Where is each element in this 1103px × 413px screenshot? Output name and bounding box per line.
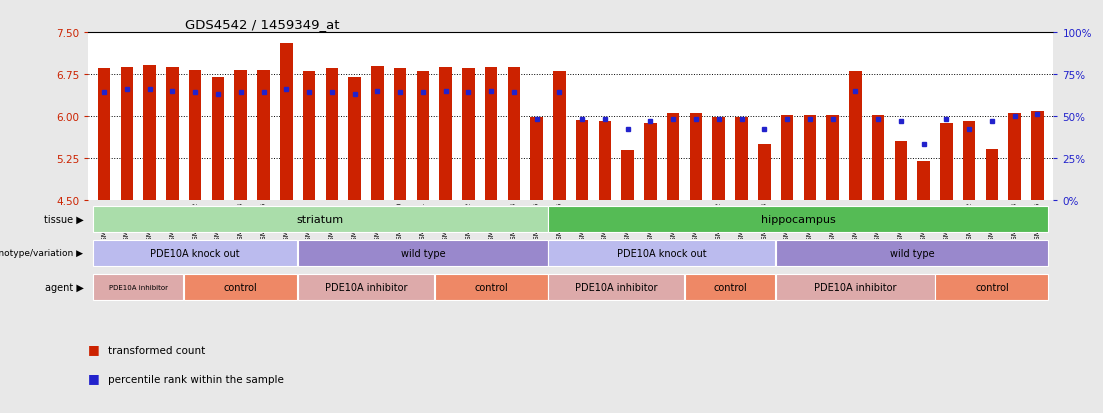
- Bar: [439, 68, 452, 200]
- FancyBboxPatch shape: [548, 274, 684, 300]
- FancyBboxPatch shape: [935, 274, 1048, 300]
- FancyBboxPatch shape: [777, 274, 934, 300]
- FancyBboxPatch shape: [777, 240, 1048, 266]
- Bar: [325, 69, 338, 200]
- Bar: [736, 118, 748, 200]
- Text: tissue ▶: tissue ▶: [44, 215, 84, 225]
- Text: GDS4542 / 1459349_at: GDS4542 / 1459349_at: [185, 17, 340, 31]
- Text: transformed count: transformed count: [108, 345, 205, 355]
- Bar: [120, 68, 133, 200]
- Bar: [826, 116, 838, 200]
- Text: PDE10A inhibitor: PDE10A inhibitor: [324, 282, 407, 292]
- Text: control: control: [714, 282, 747, 292]
- Bar: [280, 44, 292, 200]
- Bar: [257, 71, 270, 200]
- Bar: [804, 116, 816, 200]
- FancyBboxPatch shape: [94, 274, 183, 300]
- FancyBboxPatch shape: [548, 206, 1048, 233]
- Bar: [963, 122, 975, 200]
- Bar: [485, 68, 497, 200]
- Bar: [1031, 112, 1043, 200]
- Bar: [667, 114, 679, 200]
- Bar: [371, 66, 384, 200]
- Bar: [394, 69, 406, 200]
- Bar: [235, 71, 247, 200]
- Bar: [576, 121, 588, 200]
- FancyBboxPatch shape: [435, 274, 547, 300]
- Bar: [781, 116, 793, 200]
- FancyBboxPatch shape: [298, 274, 433, 300]
- Text: genotype/variation ▶: genotype/variation ▶: [0, 249, 84, 258]
- Bar: [644, 123, 656, 200]
- Text: wild type: wild type: [400, 248, 446, 259]
- FancyBboxPatch shape: [184, 274, 297, 300]
- FancyBboxPatch shape: [685, 274, 775, 300]
- Text: wild type: wild type: [890, 248, 934, 259]
- Bar: [554, 72, 566, 200]
- Bar: [531, 118, 543, 200]
- Bar: [689, 114, 703, 200]
- Bar: [507, 68, 521, 200]
- FancyBboxPatch shape: [94, 206, 547, 233]
- Bar: [212, 78, 224, 200]
- Text: hippocampus: hippocampus: [761, 215, 836, 225]
- Bar: [940, 123, 953, 200]
- Bar: [417, 72, 429, 200]
- Bar: [143, 65, 156, 200]
- Bar: [986, 150, 998, 200]
- Bar: [98, 69, 110, 200]
- Bar: [303, 72, 315, 200]
- Text: control: control: [224, 282, 258, 292]
- Bar: [1008, 114, 1021, 200]
- Bar: [621, 151, 634, 200]
- Bar: [599, 122, 611, 200]
- Text: PDE10A inhibitor: PDE10A inhibitor: [575, 282, 657, 292]
- Bar: [167, 68, 179, 200]
- Text: PDE10A inhibitor: PDE10A inhibitor: [814, 282, 897, 292]
- Bar: [895, 142, 907, 200]
- FancyBboxPatch shape: [94, 240, 297, 266]
- Text: ■: ■: [88, 342, 100, 355]
- Bar: [918, 161, 930, 200]
- Text: ■: ■: [88, 371, 100, 384]
- Bar: [349, 78, 361, 200]
- Bar: [871, 116, 885, 200]
- Text: PDE10A knock out: PDE10A knock out: [150, 248, 240, 259]
- Text: agent ▶: agent ▶: [44, 282, 84, 292]
- Text: percentile rank within the sample: percentile rank within the sample: [108, 374, 283, 384]
- Text: PDE10A knock out: PDE10A knock out: [617, 248, 707, 259]
- Bar: [849, 72, 861, 200]
- Text: control: control: [474, 282, 508, 292]
- FancyBboxPatch shape: [298, 240, 547, 266]
- Text: striatum: striatum: [297, 215, 344, 225]
- Bar: [758, 145, 771, 200]
- Bar: [462, 69, 474, 200]
- Bar: [713, 118, 725, 200]
- Bar: [189, 71, 202, 200]
- Text: PDE10A inhibitor: PDE10A inhibitor: [109, 284, 168, 290]
- Text: control: control: [975, 282, 1009, 292]
- FancyBboxPatch shape: [548, 240, 775, 266]
